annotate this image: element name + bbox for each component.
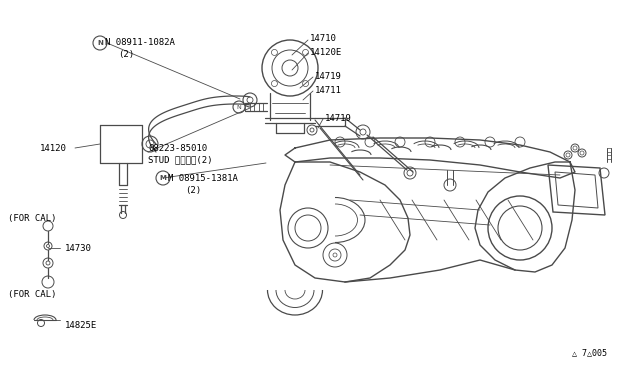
Text: △ 7△005: △ 7△005: [572, 349, 607, 357]
Text: N: N: [237, 105, 241, 109]
Text: N: N: [97, 40, 103, 46]
Text: 14120: 14120: [40, 144, 67, 153]
Text: (2): (2): [118, 49, 134, 58]
Text: 14719: 14719: [325, 113, 352, 122]
Text: (2): (2): [185, 186, 201, 195]
Text: N 08911-1082A: N 08911-1082A: [105, 38, 175, 46]
Text: M 08915-1381A: M 08915-1381A: [168, 173, 238, 183]
Text: M: M: [159, 175, 166, 181]
Text: STUD スタッド(2): STUD スタッド(2): [148, 155, 212, 164]
Text: 14120E: 14120E: [310, 48, 342, 57]
Text: (FOR CAL): (FOR CAL): [8, 214, 56, 222]
Text: 14711: 14711: [315, 86, 342, 94]
Text: 08223-85010: 08223-85010: [148, 144, 207, 153]
Text: 14730: 14730: [65, 244, 92, 253]
Text: 14825E: 14825E: [65, 321, 97, 330]
Text: (FOR CAL): (FOR CAL): [8, 291, 56, 299]
Text: 14719: 14719: [315, 71, 342, 80]
Text: 14710: 14710: [310, 33, 337, 42]
